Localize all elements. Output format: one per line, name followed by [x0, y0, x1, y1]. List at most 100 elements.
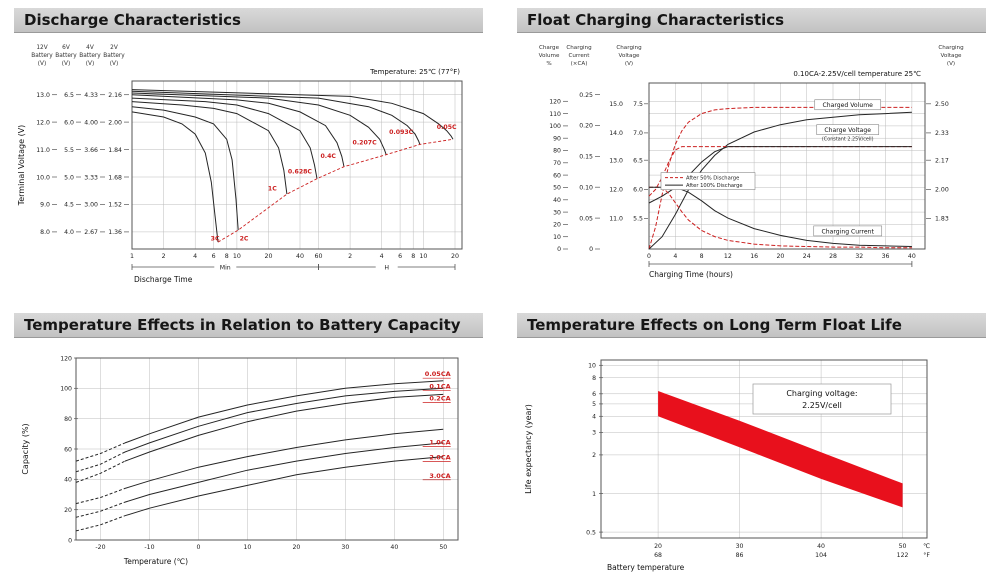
svg-text:°F: °F	[923, 551, 930, 559]
svg-text:80: 80	[553, 148, 561, 155]
svg-text:1.84: 1.84	[108, 147, 122, 154]
svg-text:2.00: 2.00	[108, 119, 122, 126]
svg-text:30: 30	[553, 209, 561, 216]
svg-text:0.5: 0.5	[586, 529, 596, 536]
svg-text:Min: Min	[220, 264, 231, 271]
svg-text:0.093C: 0.093C	[389, 129, 414, 136]
panel-temp-capacity: Temperature Effects in Relation to Batte…	[14, 313, 483, 578]
svg-text:(V): (V)	[625, 61, 633, 67]
svg-text:2.33: 2.33	[935, 130, 949, 137]
svg-text:6.5: 6.5	[633, 157, 643, 164]
svg-text:2.00: 2.00	[935, 187, 949, 194]
svg-text:2.67: 2.67	[84, 229, 98, 236]
svg-text:4V: 4V	[86, 45, 94, 51]
svg-text:%: %	[546, 61, 551, 67]
svg-text:Battery: Battery	[103, 53, 125, 59]
svg-text:4.00: 4.00	[84, 119, 98, 126]
svg-text:24: 24	[803, 253, 811, 260]
svg-text:60: 60	[315, 253, 323, 260]
svg-text:6.0: 6.0	[633, 187, 643, 194]
svg-text:120: 120	[549, 98, 561, 105]
svg-text:(Constant 2.25V/cell): (Constant 2.25V/cell)	[822, 137, 874, 143]
svg-text:10.0: 10.0	[36, 174, 50, 181]
svg-text:1C: 1C	[268, 186, 277, 193]
svg-text:Charging: Charging	[616, 45, 642, 51]
svg-text:Charged Volume: Charged Volume	[823, 102, 874, 109]
svg-text:11.0: 11.0	[36, 147, 50, 154]
svg-text:50: 50	[899, 543, 907, 550]
svg-text:0.628C: 0.628C	[288, 169, 313, 176]
svg-text:℃: ℃	[923, 543, 930, 550]
svg-text:3.33: 3.33	[84, 174, 98, 181]
svg-text:0.207C: 0.207C	[353, 139, 378, 146]
svg-text:Current: Current	[568, 53, 590, 59]
svg-text:0.2CA: 0.2CA	[429, 394, 450, 402]
svg-text:8: 8	[225, 253, 229, 260]
svg-text:13.0: 13.0	[36, 92, 50, 99]
svg-text:12.0: 12.0	[36, 119, 50, 126]
svg-text:0.05: 0.05	[579, 215, 593, 222]
float-charging-chart-area: 0 4 8 12 16 20 24 28 32 36 40 120 110 100 90 80 70 60 50 40…	[517, 33, 986, 299]
svg-text:104: 104	[815, 552, 827, 559]
svg-text:10: 10	[588, 363, 596, 370]
svg-text:5.5: 5.5	[633, 216, 643, 223]
svg-text:Charge Voltage: Charge Voltage	[824, 127, 871, 134]
svg-text:2V: 2V	[110, 45, 118, 51]
svg-text:30: 30	[341, 544, 349, 551]
svg-text:20: 20	[776, 253, 784, 260]
svg-text:10: 10	[243, 544, 251, 551]
panel-temp-capacity-header: Temperature Effects in Relation to Batte…	[14, 313, 483, 338]
svg-text:60: 60	[553, 172, 561, 179]
svg-text:13.0: 13.0	[609, 157, 623, 164]
svg-text:60: 60	[64, 446, 72, 453]
svg-text:-20: -20	[95, 544, 105, 551]
svg-text:Battery: Battery	[79, 53, 101, 59]
svg-text:(V): (V)	[62, 61, 71, 67]
svg-text:0: 0	[647, 253, 651, 260]
svg-text:Charging voltage:: Charging voltage:	[786, 389, 857, 398]
svg-text:8.0: 8.0	[40, 229, 50, 236]
svg-text:9.0: 9.0	[40, 202, 50, 209]
svg-text:3.00: 3.00	[84, 202, 98, 209]
svg-text:8: 8	[592, 375, 596, 382]
svg-text:40: 40	[64, 477, 72, 484]
svg-text:40: 40	[296, 253, 304, 260]
svg-text:6.5: 6.5	[64, 92, 74, 99]
svg-text:20: 20	[654, 543, 662, 550]
float-charging-chart: 0 4 8 12 16 20 24 28 32 36 40120110100908070605040…	[539, 45, 964, 279]
svg-text:2.17: 2.17	[935, 157, 949, 164]
svg-text:Charging Time (hours): Charging Time (hours)	[649, 270, 733, 279]
svg-text:15.0: 15.0	[609, 101, 623, 108]
svg-text:40: 40	[817, 543, 825, 550]
svg-text:0.20: 0.20	[579, 123, 593, 130]
svg-text:14.0: 14.0	[609, 130, 623, 137]
svg-text:6V: 6V	[62, 45, 70, 51]
svg-text:Life expectancy (year): Life expectancy (year)	[524, 404, 533, 494]
svg-text:10: 10	[419, 253, 427, 260]
svg-text:Charging: Charging	[566, 45, 592, 51]
panel-discharge: Discharge Characteristics 1 2 4 6 8 10 20 40 60 2…	[14, 8, 483, 299]
svg-text:11.0: 11.0	[609, 216, 623, 223]
svg-text:40: 40	[390, 544, 398, 551]
svg-text:1.52: 1.52	[108, 202, 122, 209]
svg-text:5: 5	[592, 401, 596, 408]
svg-text:32: 32	[855, 253, 863, 260]
svg-text:3.0CA: 3.0CA	[429, 472, 450, 480]
svg-text:Voltage: Voltage	[619, 53, 641, 59]
panel-temp-capacity-title: Temperature Effects in Relation to Batte…	[24, 316, 461, 334]
panel-float-life-title: Temperature Effects on Long Term Float L…	[527, 316, 902, 334]
svg-text:90: 90	[553, 135, 561, 142]
svg-text:12V: 12V	[36, 45, 47, 51]
svg-text:10: 10	[233, 253, 241, 260]
float-life-chart-area: 10 8 6 5 4 3 2 1 0.5 20 68 30 86 40 104 50 122 ℃ °F Chargin…	[517, 338, 986, 578]
svg-text:7.5: 7.5	[633, 101, 643, 108]
panel-discharge-title: Discharge Characteristics	[24, 11, 241, 29]
svg-text:16: 16	[750, 253, 758, 260]
panel-discharge-header: Discharge Characteristics	[14, 8, 483, 33]
svg-text:80: 80	[64, 416, 72, 423]
svg-text:100: 100	[549, 123, 561, 130]
svg-text:2.16: 2.16	[108, 92, 122, 99]
svg-text:Terminal Voltage (V): Terminal Voltage (V)	[17, 125, 26, 207]
svg-text:Battery: Battery	[55, 53, 77, 59]
svg-text:12: 12	[724, 253, 732, 260]
